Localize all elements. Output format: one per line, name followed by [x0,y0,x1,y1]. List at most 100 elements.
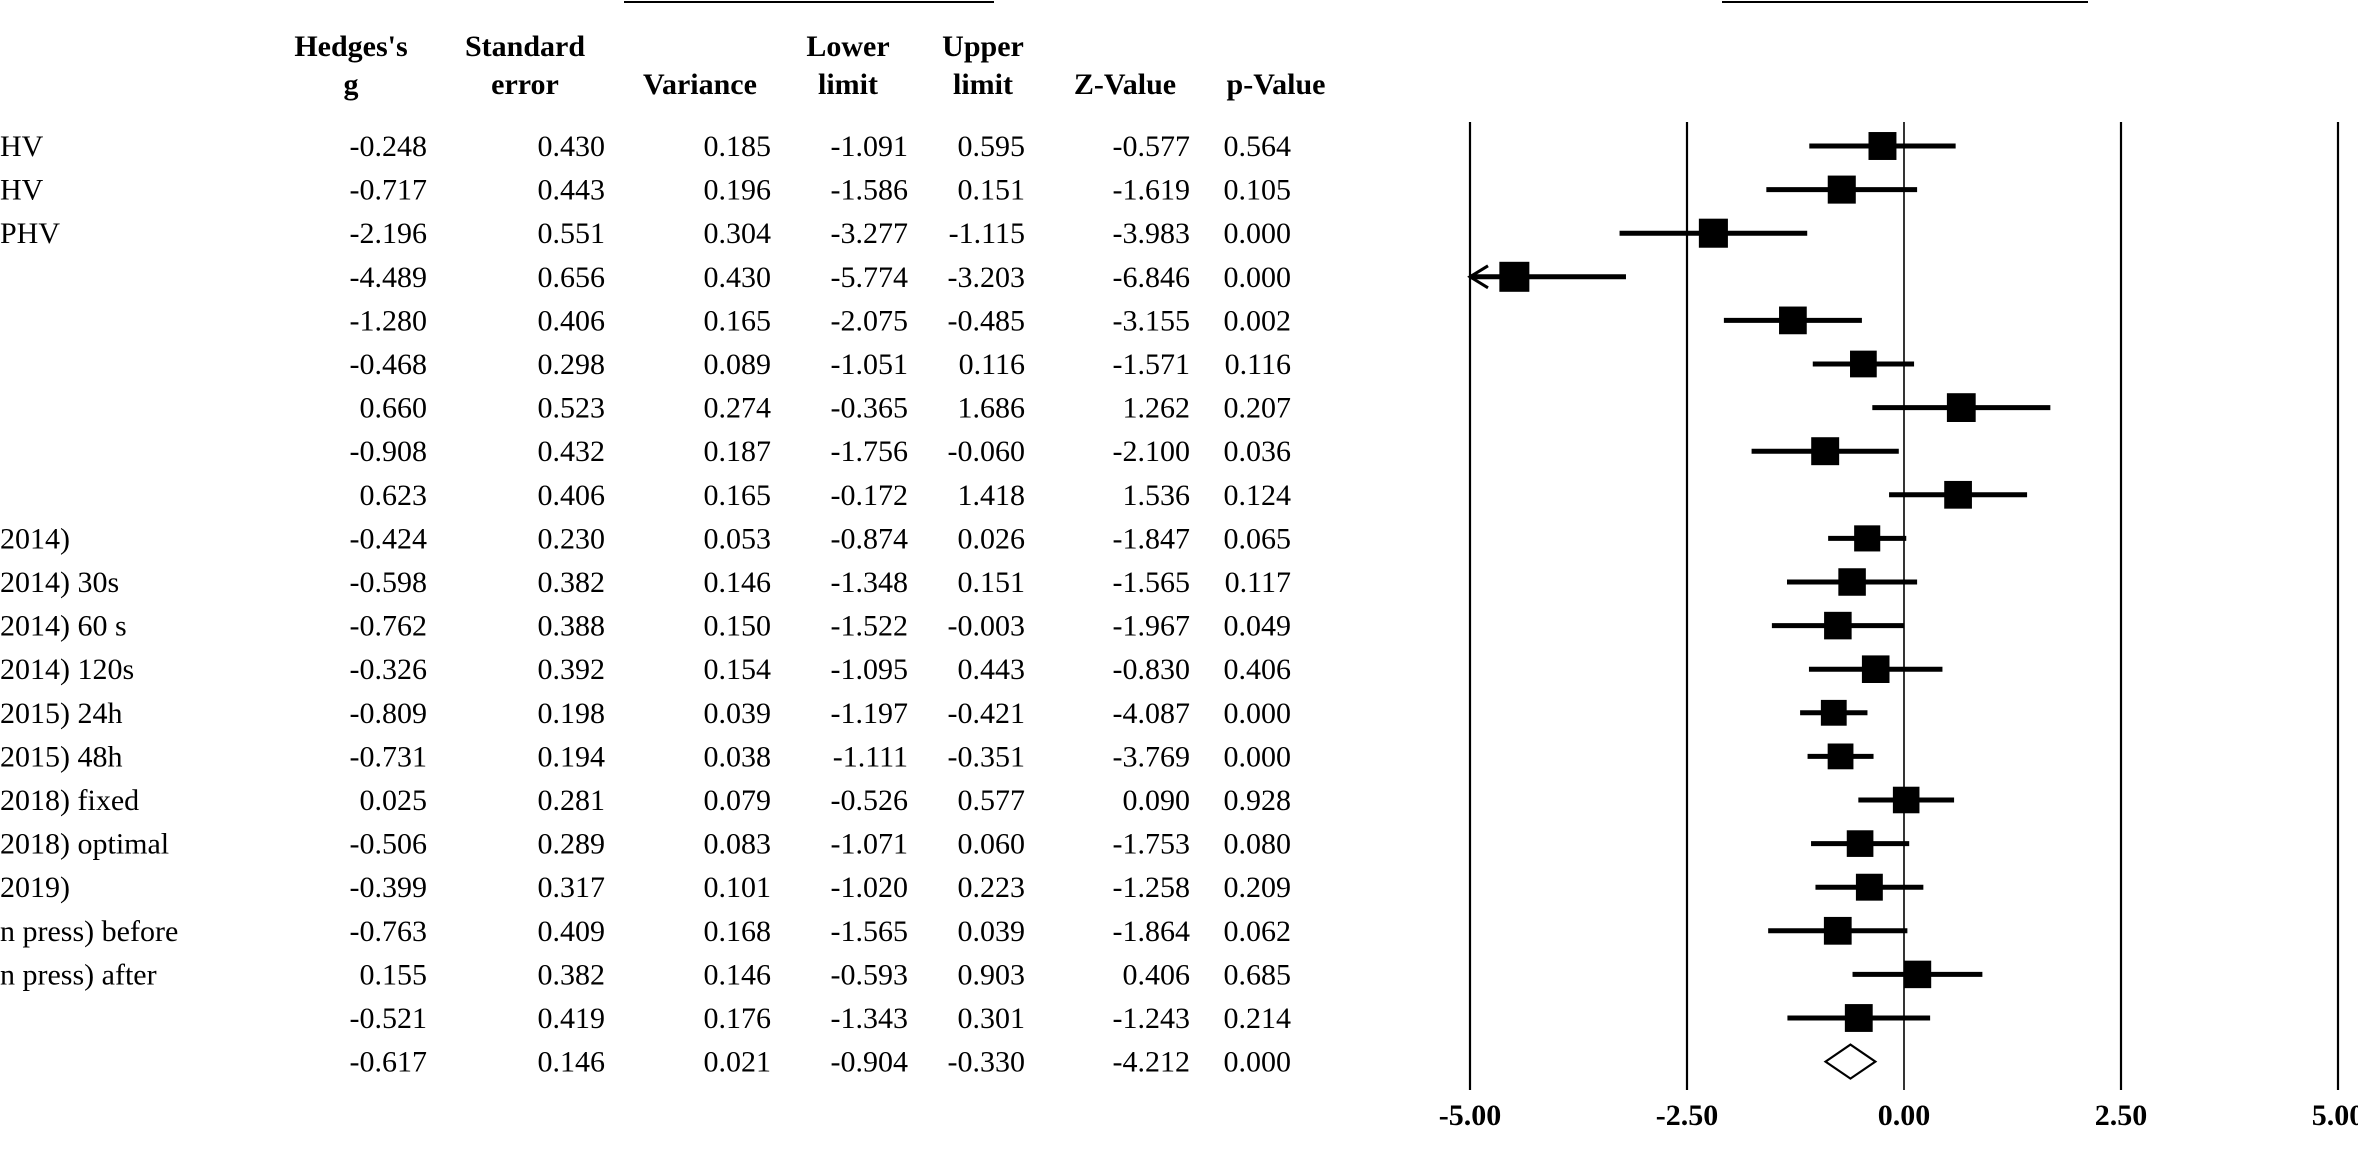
cell-lo: -1.197 [831,697,909,730]
cell-up: 0.060 [958,828,1026,861]
table-row: -4.489 0.656 0.430 -5.774 -3.203 -6.846 0.000 [350,261,1292,294]
cell-lo: -1.348 [831,566,909,599]
cell-var: 0.176 [704,1002,772,1035]
cell-g: -0.468 [350,348,428,381]
table-row: 2014) 120s -0.326 0.392 0.154 -1.095 0.443 -0.… [0,653,1291,686]
cell-z: 1.262 [1123,392,1191,425]
cell-se: 0.146 [538,1046,606,1079]
cell-lo: -1.586 [831,174,909,207]
cell-z: 0.090 [1123,784,1191,817]
point-estimate [1846,830,1874,857]
column-header-line: Standard [465,30,585,63]
cell-se: 0.523 [538,392,606,425]
cell-lo: -1.071 [831,828,909,861]
cell-var: 0.101 [704,871,772,904]
cell-p: 0.000 [1224,1046,1292,1079]
cell-var: 0.304 [704,217,772,250]
cell-g: -0.717 [350,174,428,207]
cell-var: 0.089 [704,348,772,381]
cell-se: 0.443 [538,174,606,207]
cell-g: -0.762 [350,610,428,643]
study-marker [1815,873,1924,901]
table-row: n press) after 0.155 0.382 0.146 -0.593 0.903… [0,958,1291,991]
cell-g: 0.623 [360,479,428,512]
cell-se: 0.281 [538,784,606,817]
cell-var: 0.154 [704,653,772,686]
study-marker [1809,132,1956,160]
cell-up: -0.330 [948,1046,1026,1079]
x-tick-label: -5.00 [1439,1099,1502,1132]
forest-plot-area [1467,122,2340,1090]
cell-lo: -0.526 [831,784,909,817]
table-row: 0.660 0.523 0.274 -0.365 1.686 1.262 0.207 [360,392,1292,425]
study-label: 2014) 60 s [0,610,127,643]
point-estimate [1499,261,1530,292]
table-row: 2015) 24h -0.809 0.198 0.039 -1.197 -0.421 -4.… [0,697,1291,730]
cell-se: 0.382 [538,566,606,599]
study-label: PHV [0,217,60,250]
study-marker [1811,830,1910,857]
cell-lo: -1.756 [831,435,909,468]
point-estimate [1838,568,1866,596]
study-label: 2014) [0,522,70,555]
study-label: 2014) 30s [0,566,119,599]
cell-p: 0.036 [1224,435,1292,468]
cell-g: -0.424 [350,522,428,555]
cell-z: -1.565 [1113,566,1191,599]
table-row: 2019) -0.399 0.317 0.101 -1.020 0.223 -1.258 0.… [0,871,1291,904]
cell-var: 0.021 [704,1046,772,1079]
point-estimate [1868,132,1897,160]
point-estimate [1827,743,1854,770]
point-estimate [1850,350,1877,378]
cell-se: 0.419 [538,1002,606,1035]
cell-g: -0.763 [350,915,428,948]
study-marker [1889,480,2028,509]
table-row: 2018) fixed 0.025 0.281 0.079 -0.526 0.577 0.0… [0,784,1291,817]
study-label: HV [0,130,44,163]
cell-z: -0.577 [1113,130,1191,163]
table-row: HV -0.248 0.430 0.185 -1.091 0.595 -0.577 0.564 [0,130,1291,163]
cell-z: -1.571 [1113,348,1191,381]
cell-up: -0.485 [948,304,1026,337]
study-marker [1751,437,1899,466]
cell-up: 0.151 [958,174,1026,207]
cell-var: 0.187 [704,435,772,468]
cell-p: 0.000 [1224,217,1292,250]
cell-z: -2.100 [1113,435,1191,468]
column-header-line: Variance [643,68,757,101]
study-marker [1619,218,1808,248]
cell-lo: -3.277 [831,217,909,250]
cell-se: 0.317 [538,871,606,904]
cell-g: -2.196 [350,217,428,250]
study-label: HV [0,174,44,207]
cell-lo: -1.343 [831,1002,909,1035]
cell-lo: -0.904 [831,1046,909,1079]
column-header-p: p-Value [1227,68,1326,101]
cell-lo: -1.051 [831,348,909,381]
cell-lo: -1.091 [831,130,909,163]
study-label: 2014) 120s [0,653,134,686]
study-marker [1723,306,1862,335]
cell-g: -4.489 [350,261,428,294]
cell-g: -0.617 [350,1046,428,1079]
study-marker [1768,916,1908,945]
cell-up: 1.686 [958,392,1026,425]
cell-up: -1.115 [949,217,1025,250]
point-estimate [1779,306,1807,335]
study-marker [1808,655,1943,683]
cell-se: 0.551 [538,217,606,250]
cell-se: 0.406 [538,304,606,337]
cell-up: 0.595 [958,130,1026,163]
cell-z: -3.769 [1113,740,1191,773]
cell-lo: -0.874 [831,522,909,555]
table-row: -0.617 0.146 0.021 -0.904 -0.330 -4.212 0.000 [350,1046,1292,1079]
cell-g: -0.598 [350,566,428,599]
study-marker [1872,393,2051,422]
column-header-line: error [491,68,559,101]
cell-z: -1.753 [1113,828,1191,861]
point-estimate [1854,525,1881,552]
cell-up: 0.026 [958,522,1026,555]
study-label: 2018) fixed [0,784,139,817]
cell-var: 0.185 [704,130,772,163]
